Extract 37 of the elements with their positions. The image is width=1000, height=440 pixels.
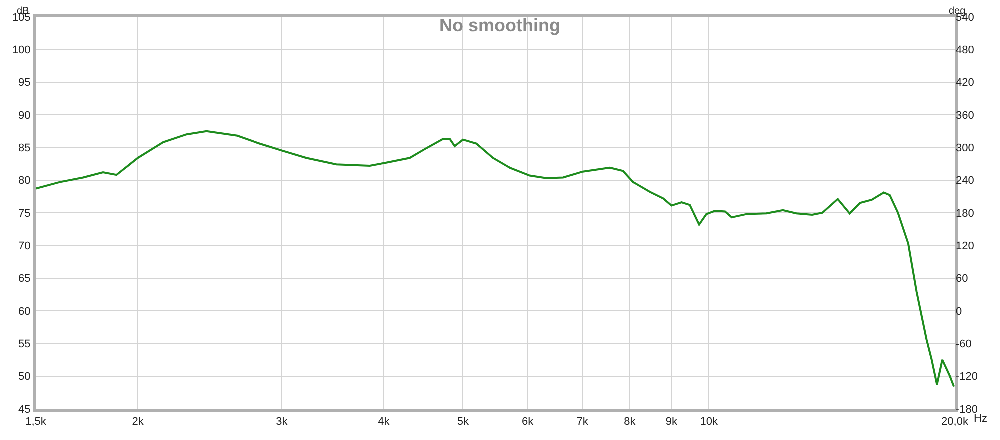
x-tick-label: 6k xyxy=(522,416,534,428)
x-tick-label: 5k xyxy=(457,416,470,428)
y-tick-label: 50 xyxy=(18,371,31,384)
y2-tick-label: 420 xyxy=(956,77,974,90)
y-tick-label: 65 xyxy=(18,273,31,286)
y2-tick-label: 360 xyxy=(956,110,974,122)
y-tick-label: 60 xyxy=(18,306,31,318)
chart-title: No smoothing xyxy=(440,15,560,36)
x-tick-label: 9k xyxy=(666,416,678,428)
y2-tick-label: -60 xyxy=(956,338,972,351)
y2-tick-label: 120 xyxy=(956,240,974,253)
x-tick-label: 1,5k xyxy=(26,416,47,428)
x-tick-label: 3k xyxy=(276,416,288,428)
y2-tick-label: 60 xyxy=(956,273,968,286)
x-tick-label: 2k xyxy=(132,416,144,428)
x-tick-label: 20,0k xyxy=(942,416,969,428)
y2-tick-label: 180 xyxy=(956,208,974,220)
y2-tick-label: 0 xyxy=(956,306,962,318)
x-tick-label: 8k xyxy=(624,416,636,428)
y-tick-label: 90 xyxy=(18,110,31,122)
x-tick-label: 10k xyxy=(700,416,718,428)
x-tick-label: 7k xyxy=(576,416,589,428)
y-tick-label: 95 xyxy=(18,77,31,90)
y-tick-label: 70 xyxy=(18,240,31,253)
y2-tick-label: 240 xyxy=(956,175,974,188)
x-tick-label: 4k xyxy=(378,416,390,428)
y-tick-label: 85 xyxy=(18,142,31,155)
y-tick-label: 80 xyxy=(18,175,31,188)
y-tick-label: 55 xyxy=(18,338,31,351)
y2-tick-label: 300 xyxy=(956,142,974,155)
y-tick-label: 100 xyxy=(12,44,31,57)
y-tick-label: 75 xyxy=(18,208,31,220)
x-axis-title: Hz xyxy=(974,413,988,425)
y2-tick-label: -120 xyxy=(956,371,978,384)
y2-tick-label: -180 xyxy=(956,404,978,416)
y2-tick-label: 480 xyxy=(956,44,974,57)
y-tick-label: 45 xyxy=(18,404,31,416)
